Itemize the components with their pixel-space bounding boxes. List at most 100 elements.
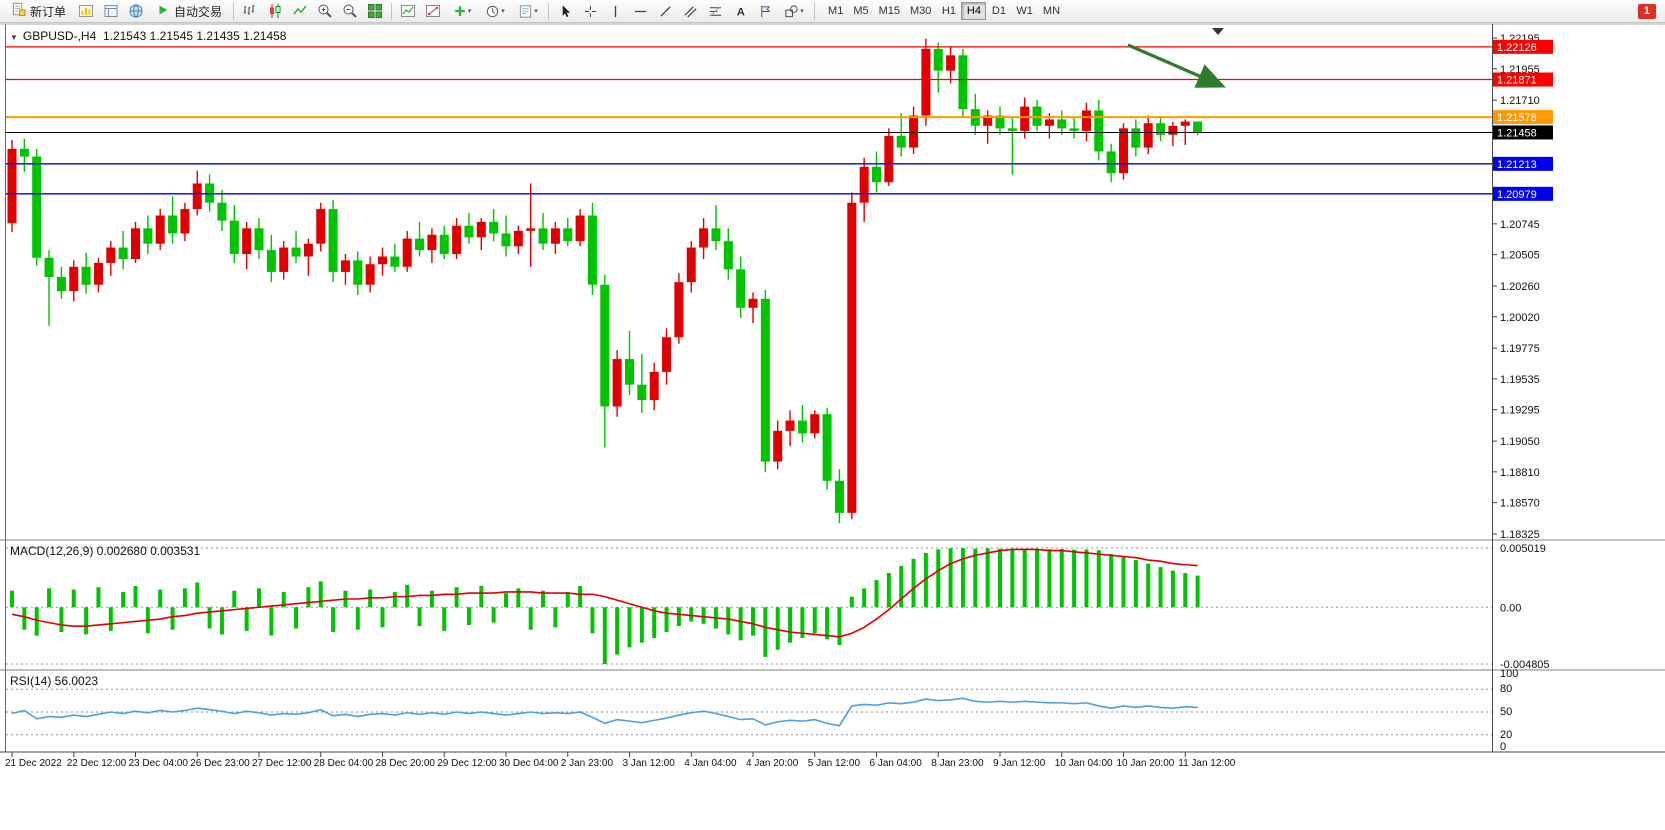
svg-text:30 Dec 04:00: 30 Dec 04:00 <box>499 758 559 769</box>
svg-text:80: 80 <box>1500 683 1512 695</box>
fibonacci-icon[interactable] <box>703 1 727 21</box>
svg-text:6 Jan 04:00: 6 Jan 04:00 <box>870 758 923 769</box>
macd-histogram <box>10 547 1200 664</box>
horizontal-line-icon[interactable] <box>628 1 652 21</box>
crosshair-icon[interactable] <box>578 1 602 21</box>
candlestick-chart-icon[interactable] <box>263 1 287 21</box>
svg-text:1.20505: 1.20505 <box>1500 250 1540 262</box>
svg-text:1.19535: 1.19535 <box>1500 374 1540 386</box>
svg-text:22 Dec 12:00: 22 Dec 12:00 <box>67 758 127 769</box>
autotrading-label: 自动交易 <box>174 4 223 19</box>
notification-badge[interactable]: 1 <box>1637 3 1656 19</box>
zoom-in-icon[interactable] <box>313 1 337 21</box>
bar-chart-icon[interactable] <box>238 1 262 21</box>
timeframe-w1-button[interactable]: W1 <box>1016 5 1033 17</box>
cursor-icon[interactable] <box>553 1 577 21</box>
chart-canvas[interactable]: 1.221951.219551.217101.207451.205051.202… <box>0 23 1665 830</box>
timeframe-mn-button[interactable]: MN <box>1042 5 1061 17</box>
svg-text:0.00: 0.00 <box>1500 602 1521 614</box>
svg-text:5 Jan 12:00: 5 Jan 12:00 <box>808 758 861 769</box>
svg-text:1.21213: 1.21213 <box>1497 159 1537 171</box>
autotrading-button[interactable]: 自动交易 <box>149 1 229 21</box>
price-level-box <box>1493 156 1553 171</box>
svg-text:11 Jan 12:00: 11 Jan 12:00 <box>1178 758 1236 769</box>
new-order-label: 新订单 <box>30 4 67 19</box>
shapes-icon <box>785 4 798 17</box>
price-level-box <box>1493 186 1553 201</box>
chart-window-icon[interactable] <box>74 1 98 21</box>
shapes-button[interactable]: ▾ <box>778 1 810 21</box>
one-click-trading-toggle-icon[interactable]: ▼ <box>10 33 18 42</box>
svg-text:1.19295: 1.19295 <box>1500 405 1540 417</box>
chart-area[interactable]: ▼ GBPUSD-,H4 1.21543 1.21545 1.21435 1.21… <box>0 23 1665 830</box>
timeframe-toolbar: M1 M5 M15 M30 H1 H4 D1 W1 MN <box>823 2 1065 20</box>
toolbar-separator <box>391 2 393 20</box>
svg-text:21 Dec 2022: 21 Dec 2022 <box>5 758 62 769</box>
tile-windows-icon[interactable] <box>363 1 387 21</box>
vertical-line-icon[interactable] <box>603 1 627 21</box>
price-level-box <box>1493 125 1553 140</box>
trendline-icon[interactable] <box>653 1 677 21</box>
svg-text:4 Jan 20:00: 4 Jan 20:00 <box>746 758 799 769</box>
macd-signal-line <box>11 548 1198 638</box>
svg-text:28 Dec 04:00: 28 Dec 04:00 <box>314 758 374 769</box>
objects-icon[interactable] <box>421 1 445 21</box>
new-order-icon <box>11 2 26 20</box>
autotrading-icon <box>156 3 170 20</box>
svg-text:1.22126: 1.22126 <box>1497 42 1537 54</box>
svg-text:0: 0 <box>1500 741 1506 753</box>
timeframe-m15-button[interactable]: M15 <box>878 5 900 17</box>
timeframe-d1-button[interactable]: D1 <box>991 5 1006 17</box>
add-indicator-button[interactable]: ▾ <box>446 1 478 21</box>
svg-text:1.20979: 1.20979 <box>1497 189 1537 201</box>
toolbar-separator <box>814 2 816 20</box>
svg-text:1.21578: 1.21578 <box>1497 112 1537 124</box>
dropdown-caret-icon: ▾ <box>467 8 472 15</box>
svg-text:3 Jan 12:00: 3 Jan 12:00 <box>623 758 676 769</box>
add-indicator-icon <box>454 6 465 16</box>
timeframe-m1-button[interactable]: M1 <box>828 5 844 17</box>
svg-text:1.21710: 1.21710 <box>1500 95 1540 107</box>
text-icon[interactable]: A <box>728 1 752 21</box>
svg-text:29 Dec 12:00: 29 Dec 12:00 <box>437 758 497 769</box>
dropdown-caret-icon: ▾ <box>800 8 804 15</box>
svg-text:1.18570: 1.18570 <box>1500 498 1540 510</box>
timeframe-m5-button[interactable]: M5 <box>853 5 869 17</box>
svg-text:-0.004805: -0.004805 <box>1500 659 1550 671</box>
chart-shift-marker[interactable] <box>1212 28 1224 35</box>
template-icon <box>520 4 532 18</box>
svg-text:0.005019: 0.005019 <box>1500 543 1546 555</box>
svg-text:4 Jan 04:00: 4 Jan 04:00 <box>684 758 737 769</box>
svg-text:1.20020: 1.20020 <box>1500 312 1540 324</box>
data-window-icon[interactable] <box>99 1 123 21</box>
svg-text:2 Jan 23:00: 2 Jan 23:00 <box>561 758 614 769</box>
svg-text:23 Dec 04:00: 23 Dec 04:00 <box>129 758 189 769</box>
channel-icon[interactable] <box>678 1 702 21</box>
timeframe-h4-button[interactable]: H4 <box>961 2 987 20</box>
svg-text:1.21458: 1.21458 <box>1497 127 1537 139</box>
svg-text:10 Jan 20:00: 10 Jan 20:00 <box>1117 758 1175 769</box>
svg-text:26 Dec 23:00: 26 Dec 23:00 <box>190 758 250 769</box>
price-level-box <box>1493 72 1553 87</box>
line-chart-icon[interactable] <box>288 1 312 21</box>
timeframe-h1-button[interactable]: H1 <box>941 5 956 17</box>
svg-text:1.18325: 1.18325 <box>1500 529 1540 541</box>
periods-button[interactable]: ▾ <box>479 1 511 21</box>
toolbar-separator <box>233 2 235 20</box>
svg-text:50: 50 <box>1500 706 1512 718</box>
svg-text:1.21871: 1.21871 <box>1497 75 1537 87</box>
label-icon[interactable] <box>753 1 777 21</box>
indicators-icon[interactable] <box>396 1 420 21</box>
svg-text:100: 100 <box>1500 668 1518 680</box>
templates-button[interactable]: ▾ <box>512 1 544 21</box>
trend-arrow-annotation[interactable] <box>1127 43 1226 88</box>
new-order-button[interactable]: 新订单 <box>4 1 73 21</box>
zoom-out-icon[interactable] <box>338 1 362 21</box>
clock-icon <box>487 5 499 17</box>
rsi-line <box>11 697 1198 727</box>
svg-text:1.19775: 1.19775 <box>1500 343 1540 355</box>
timeframe-m30-button[interactable]: M30 <box>910 5 932 17</box>
globe-icon[interactable] <box>124 1 148 21</box>
svg-text:1.20260: 1.20260 <box>1500 281 1540 293</box>
toolbar-separator <box>548 2 550 20</box>
